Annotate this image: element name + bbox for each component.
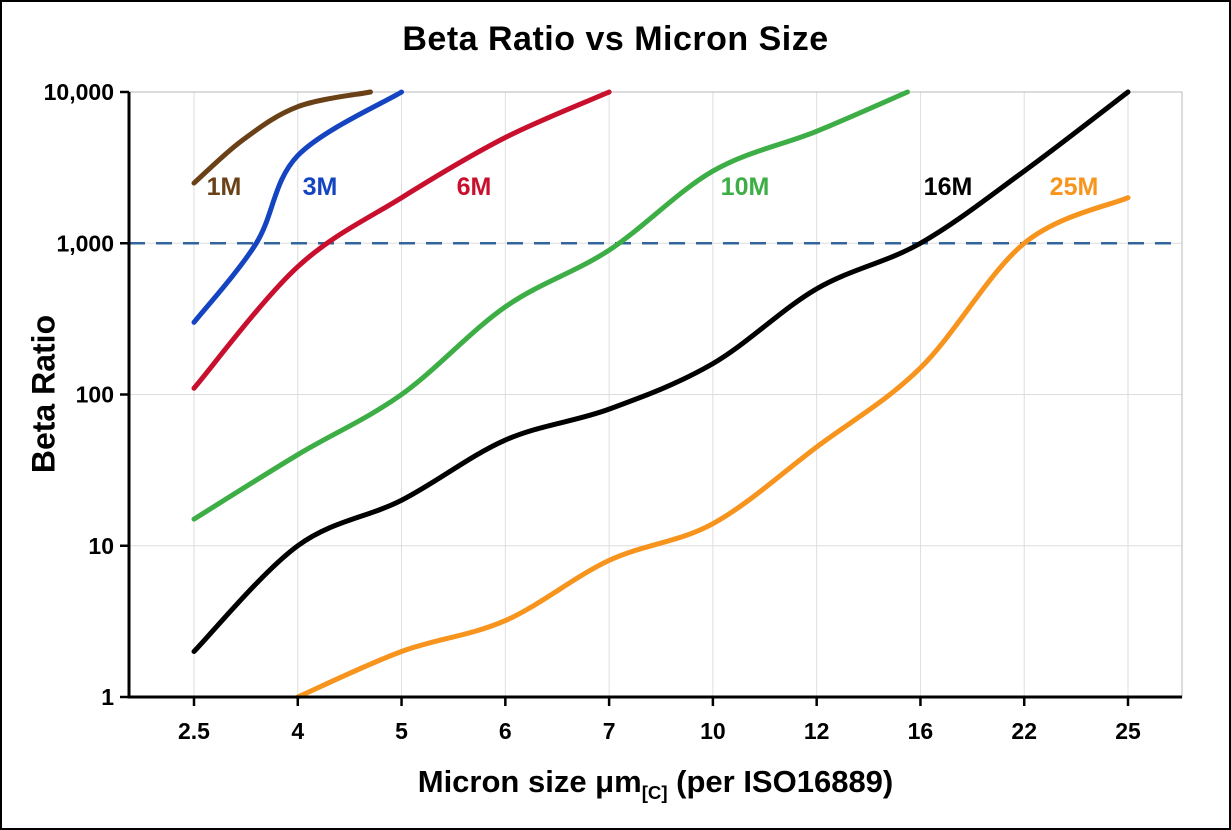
curve-25M	[295, 195, 1131, 700]
x-tick-label: 6	[499, 718, 512, 744]
curve-16M	[191, 89, 1131, 654]
x-axis-title-subscript: [C]	[641, 782, 668, 804]
chart-title: Beta Ratio vs Micron Size	[402, 20, 829, 58]
y-axis-title: Beta Ratio	[25, 314, 62, 474]
y-tick-label: 10,000	[44, 79, 114, 105]
curve-1M	[191, 89, 373, 186]
x-axis-title-main: Micron size μm	[417, 764, 642, 799]
curve-6M	[191, 89, 612, 391]
series-label-6M: 6M	[457, 173, 492, 201]
curve-10M	[191, 89, 910, 522]
x-tick-label: 2.5	[178, 718, 210, 744]
y-tick-label: 1	[101, 684, 114, 710]
series-label-25M: 25M	[1050, 173, 1099, 201]
y-tick-label: 10	[88, 533, 114, 559]
x-tick-label: 7	[603, 718, 616, 744]
x-tick-label: 25	[1115, 718, 1141, 744]
x-tick-label: 5	[395, 718, 408, 744]
curve-3M	[191, 89, 405, 325]
x-axis-title-suffix: (per ISO16889)	[667, 764, 894, 799]
x-axis-title: Micron size μm[C] (per ISO16889)	[129, 764, 1182, 804]
series-curves	[191, 89, 1131, 700]
x-tick-label: 16	[908, 718, 934, 744]
y-tick-label: 1,000	[56, 230, 114, 256]
series-label-3M: 3M	[303, 173, 338, 201]
y-tick-label: 100	[76, 382, 114, 408]
series-label-1M: 1M	[207, 173, 242, 201]
series-label-10M: 10M	[721, 173, 770, 201]
x-tick-label: 22	[1011, 718, 1037, 744]
gridlines	[129, 91, 1182, 697]
x-tick-label: 10	[700, 718, 726, 744]
x-tick-label: 4	[291, 718, 304, 744]
x-tick-label: 12	[804, 718, 830, 744]
series-label-16M: 16M	[924, 173, 973, 201]
